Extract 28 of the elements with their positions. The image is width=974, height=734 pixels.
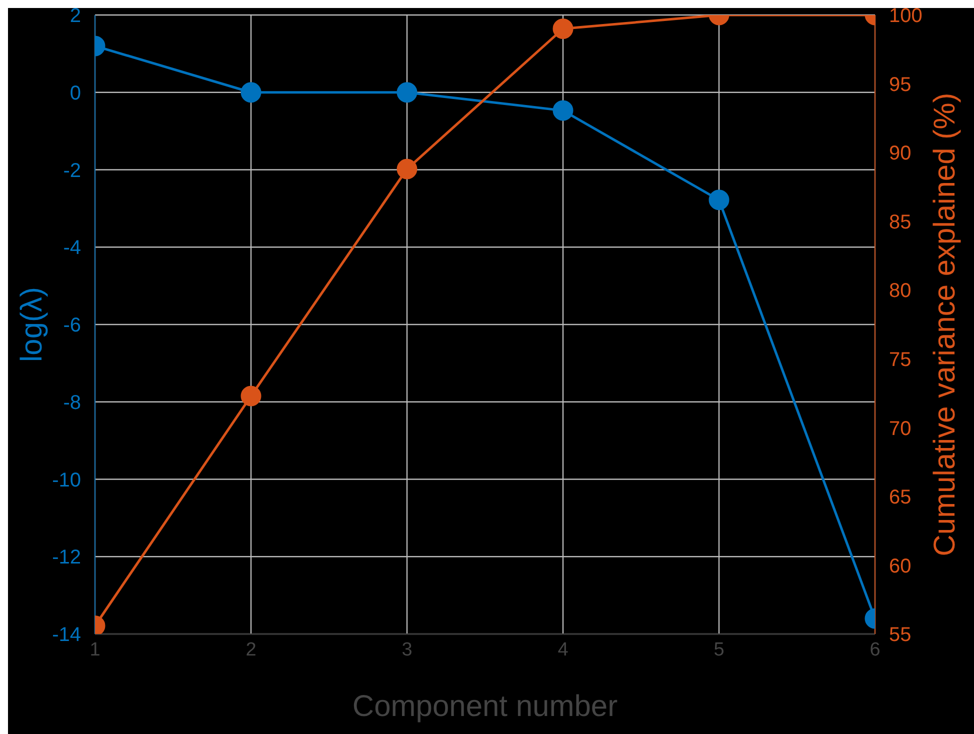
x-axis-title: Component number [352,690,618,723]
x-tick-label: 4 [558,639,569,660]
y2-tick-label: 70 [889,418,912,440]
y2-tick-label: 60 [889,555,912,578]
y2-tick-label: 55 [889,624,912,646]
y2-tick-label: 75 [889,348,912,371]
y-tick-label: -14 [52,624,81,646]
y2-axis-title: Cumulative variance explained (%) [928,92,962,556]
y-tick-label: -8 [63,392,81,414]
x-tick-label: 6 [870,639,880,660]
y-tick-label: -2 [63,160,81,182]
y2-tick-label: 85 [889,211,912,234]
y-tick-label: -4 [63,237,81,260]
x-tick-label: 3 [402,639,412,660]
y-tick-label: 0 [70,82,81,104]
y2-tick-label: 100 [889,5,922,28]
y-tick-label: -12 [52,546,81,569]
y2-tick-label: 80 [889,280,912,302]
y-axis-title: log(λ) [16,286,49,362]
y2-tick-label: 95 [889,74,912,96]
x-tick-label: 1 [90,639,100,660]
y-tick-label: -10 [52,469,81,492]
y-tick-label: -6 [63,314,81,337]
y2-tick-label: 65 [889,486,912,509]
y-tick-label: 2 [70,5,81,28]
x-tick-label: 5 [714,639,724,660]
y2-tick-label: 90 [889,142,912,165]
x-tick-label: 2 [246,639,256,660]
